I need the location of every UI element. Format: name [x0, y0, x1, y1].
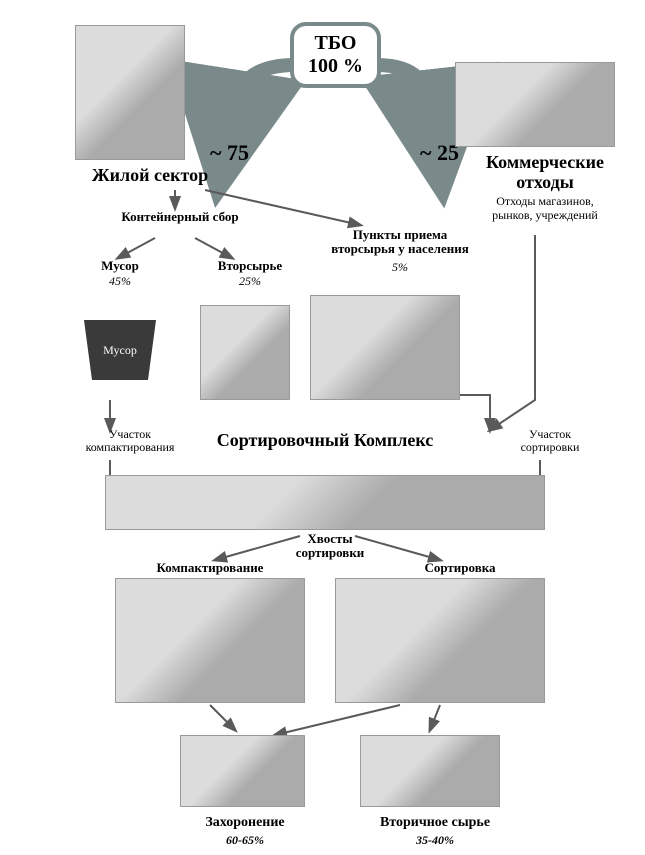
commercial-title-l1: Коммерческие [465, 152, 625, 173]
sorting-line-image [335, 578, 545, 703]
compaction-section-l2: компактирования [70, 441, 190, 454]
burial-label: Захоронение [175, 815, 315, 831]
collection-points-pct: 5% [320, 260, 480, 275]
container-collection-label: Контейнерный сбор [115, 210, 245, 224]
sorting-tails-l1: Хвосты [285, 532, 375, 546]
truck-dump-image [115, 578, 305, 703]
collection-points: Пункты приема вторсырья у населения [320, 228, 480, 257]
residential-title: Жилой сектор [75, 165, 225, 186]
recyclable-pct: 25% [205, 274, 295, 289]
trash-pct: 45% [85, 274, 155, 289]
tbo-line2: 100 % [308, 55, 363, 78]
collection-points-l2: вторсырья у населения [320, 242, 480, 256]
collection-kiosk-image [310, 295, 460, 400]
recyclable-label: Вторсырье [205, 258, 295, 274]
compaction-label: Компактирование [130, 560, 290, 576]
lorry-image [360, 735, 500, 807]
bulldozer-image [180, 735, 305, 807]
secondary-label: Вторичное сырье [355, 815, 515, 831]
commercial-sub-l1: Отходы магазинов, [465, 194, 625, 209]
trash-label: Мусор [85, 258, 155, 274]
commercial-sub-l2: рынков, учреждений [465, 208, 625, 223]
apartment-image [75, 25, 185, 160]
dumpster-image: Мусор [70, 300, 170, 390]
tbo-source-node: ТБО 100 % [290, 22, 381, 88]
sorting-label: Сортировка [400, 560, 520, 576]
dumpster-text: Мусор [103, 343, 137, 358]
sorting-section: Участок сортировки [500, 428, 600, 454]
collection-points-l1: Пункты приема [320, 228, 480, 242]
pct-residential: ~ 75 [210, 140, 249, 166]
commercial-title-l2: отходы [465, 172, 625, 193]
sorting-section-l2: сортировки [500, 441, 600, 454]
ikea-store-image [455, 62, 615, 147]
container-collection-text: Контейнерный сбор [121, 209, 238, 224]
warehouse-image [105, 475, 545, 530]
burial-pct: 60-65% [175, 833, 315, 848]
dumpster-body: Мусор [80, 320, 160, 380]
sorting-complex-title: Сортировочный Комплекс [210, 430, 440, 451]
tbo-line1: ТБО [308, 32, 363, 55]
pct-commercial: ~ 25 [420, 140, 459, 166]
recycle-bin-image [200, 305, 290, 400]
sorting-tails: Хвосты сортировки [285, 532, 375, 561]
secondary-pct: 35-40% [355, 833, 515, 848]
sorting-tails-l2: сортировки [285, 546, 375, 560]
compaction-section: Участок компактирования [70, 428, 190, 454]
